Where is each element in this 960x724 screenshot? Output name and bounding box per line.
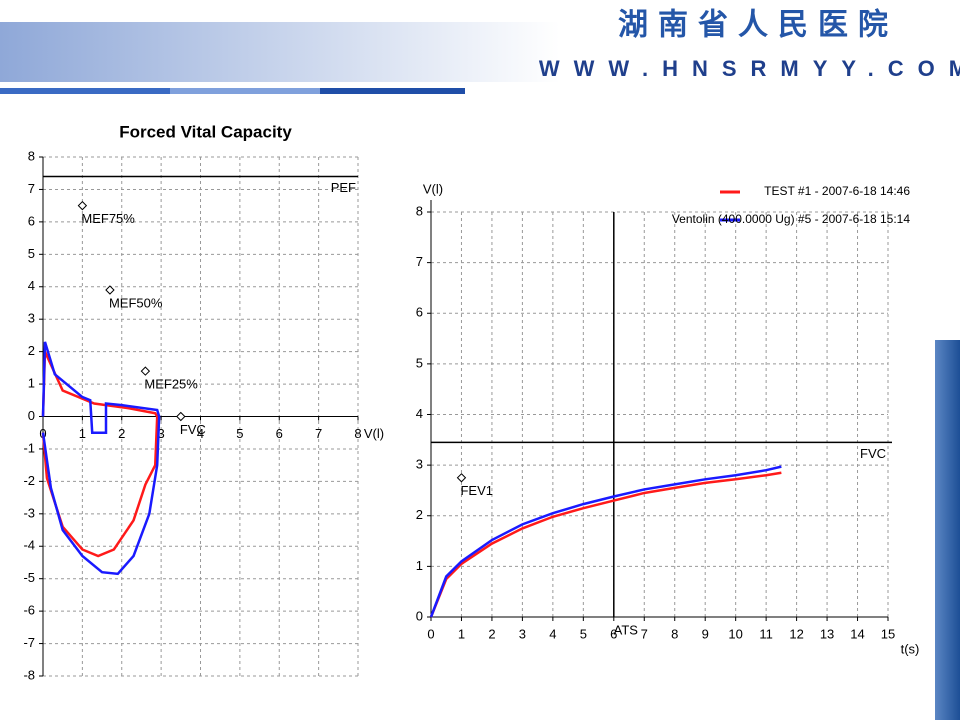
y-tick-label: -5 bbox=[23, 570, 35, 585]
y-tick-label: -4 bbox=[23, 538, 35, 553]
marker-label: MEF75% bbox=[81, 211, 135, 226]
y-tick-label: 7 bbox=[28, 181, 35, 196]
legend-label: Ventolin (400.0000 Ug) #5 - 2007-6-18 15… bbox=[672, 212, 910, 226]
y-tick-label: 7 bbox=[416, 254, 423, 269]
x-axis-label: t(s) bbox=[901, 641, 920, 656]
header-band bbox=[0, 22, 560, 82]
legend-label: TEST #1 - 2007-6-18 14:46 bbox=[764, 184, 910, 198]
marker-label: MEF50% bbox=[109, 295, 163, 310]
x-tick-label: 2 bbox=[118, 426, 125, 441]
x-tick-label: 4 bbox=[549, 626, 556, 641]
x-tick-label: 7 bbox=[315, 426, 322, 441]
header-bar bbox=[170, 88, 320, 94]
x-tick-label: 7 bbox=[641, 626, 648, 641]
x-tick-label: 9 bbox=[702, 626, 709, 641]
x-tick-label: 1 bbox=[79, 426, 86, 441]
y-tick-label: 2 bbox=[416, 507, 423, 522]
y-tick-label: 8 bbox=[416, 203, 423, 218]
x-tick-label: 3 bbox=[519, 626, 526, 641]
y-tick-label: -7 bbox=[23, 635, 35, 650]
x-tick-label: 5 bbox=[580, 626, 587, 641]
y-tick-label: 4 bbox=[416, 406, 423, 421]
reference-label: FVC bbox=[860, 446, 886, 461]
header-url: WWW.HNSRMYY.COM bbox=[539, 56, 960, 81]
y-tick-label: 6 bbox=[416, 305, 423, 320]
data-line bbox=[41, 351, 159, 558]
x-tick-label: 6 bbox=[610, 626, 617, 641]
x-tick-label: 14 bbox=[850, 626, 864, 641]
x-tick-label: 6 bbox=[276, 426, 283, 441]
y-tick-label: 3 bbox=[416, 457, 423, 472]
data-line bbox=[429, 471, 782, 618]
side-decoration bbox=[935, 340, 960, 720]
header-bar bbox=[320, 88, 465, 94]
y-tick-label: -8 bbox=[23, 667, 35, 682]
x-tick-label: 4 bbox=[197, 426, 204, 441]
chart-title: Forced Vital Capacity bbox=[119, 122, 292, 141]
y-tick-label: 2 bbox=[28, 343, 35, 358]
y-tick-label: 5 bbox=[416, 355, 423, 370]
reference-label: ATS bbox=[614, 622, 639, 637]
x-axis-label: V(l) bbox=[364, 426, 384, 441]
marker-label: FVC bbox=[180, 422, 206, 437]
marker bbox=[105, 285, 115, 295]
y-tick-label: 0 bbox=[416, 608, 423, 623]
x-tick-label: 8 bbox=[671, 626, 678, 641]
x-tick-label: 3 bbox=[158, 426, 165, 441]
y-tick-label: 1 bbox=[416, 558, 423, 573]
x-tick-label: 5 bbox=[236, 426, 243, 441]
y-tick-label: 8 bbox=[28, 148, 35, 163]
marker-label: MEF25% bbox=[144, 377, 198, 392]
data-line bbox=[41, 341, 161, 576]
x-tick-label: 12 bbox=[789, 626, 803, 641]
marker bbox=[456, 473, 467, 483]
header-bar bbox=[0, 88, 170, 94]
reference-label: PEF bbox=[331, 180, 356, 195]
y-tick-label: 3 bbox=[28, 311, 35, 326]
x-tick-label: 1 bbox=[458, 626, 465, 641]
x-tick-label: 11 bbox=[759, 626, 773, 641]
x-tick-label: 15 bbox=[881, 626, 895, 641]
y-tick-label: -2 bbox=[23, 473, 35, 488]
y-tick-label: 6 bbox=[28, 213, 35, 228]
y-tick-label: 5 bbox=[28, 246, 35, 261]
y-tick-label: 1 bbox=[28, 376, 35, 391]
x-tick-label: 13 bbox=[820, 626, 834, 641]
x-tick-label: 8 bbox=[354, 426, 361, 441]
x-tick-label: 2 bbox=[488, 626, 495, 641]
marker bbox=[140, 366, 151, 376]
header-title: 湖南省人民医院 bbox=[618, 8, 898, 43]
y-tick-label: 0 bbox=[28, 408, 35, 423]
y-tick-label: -6 bbox=[23, 603, 35, 618]
x-tick-label: 10 bbox=[728, 626, 742, 641]
y-tick-label: 4 bbox=[28, 278, 35, 293]
x-tick-label: 0 bbox=[427, 626, 434, 641]
marker bbox=[176, 411, 186, 422]
marker bbox=[77, 200, 88, 211]
y-axis-label: V(l) bbox=[423, 181, 443, 196]
y-tick-label: -1 bbox=[23, 440, 35, 455]
y-tick-label: -3 bbox=[23, 505, 35, 520]
marker-label: FEV1 bbox=[460, 483, 493, 498]
data-line bbox=[429, 465, 782, 618]
